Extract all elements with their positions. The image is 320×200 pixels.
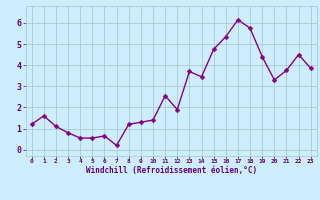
- X-axis label: Windchill (Refroidissement éolien,°C): Windchill (Refroidissement éolien,°C): [86, 166, 257, 175]
